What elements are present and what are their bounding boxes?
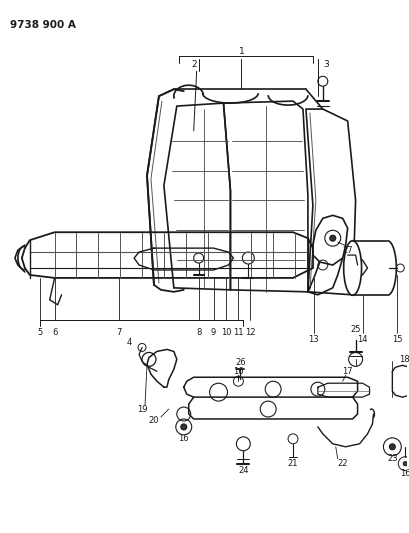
Text: 1: 1 [238, 47, 244, 56]
Text: 14: 14 [356, 335, 367, 344]
Circle shape [389, 444, 394, 450]
Text: 11: 11 [233, 328, 243, 337]
Circle shape [402, 462, 406, 466]
Text: 12: 12 [245, 328, 255, 337]
Text: 23: 23 [386, 454, 397, 463]
Text: 19: 19 [137, 405, 147, 414]
Text: 26: 26 [234, 358, 245, 367]
Text: 16: 16 [232, 367, 243, 376]
Ellipse shape [343, 241, 361, 295]
Circle shape [329, 235, 335, 241]
Text: 25: 25 [350, 325, 360, 334]
Text: 7: 7 [116, 328, 121, 337]
Text: 22: 22 [337, 459, 347, 468]
Text: 2: 2 [191, 60, 196, 69]
Text: 21: 21 [287, 459, 297, 468]
Text: 24: 24 [238, 466, 248, 475]
Text: 17: 17 [342, 367, 352, 376]
Text: 4: 4 [126, 338, 131, 347]
Text: 18: 18 [398, 355, 409, 364]
Circle shape [180, 424, 186, 430]
Text: 9738 900 A: 9738 900 A [10, 20, 76, 30]
Text: 5: 5 [37, 328, 42, 337]
Text: 16: 16 [399, 469, 409, 478]
Text: 20: 20 [148, 416, 159, 425]
Text: 15: 15 [391, 335, 402, 344]
Text: 8: 8 [196, 328, 201, 337]
Text: 6: 6 [52, 328, 57, 337]
Text: 27: 27 [342, 246, 352, 255]
Text: 10: 10 [221, 328, 231, 337]
Text: 9: 9 [210, 328, 216, 337]
Text: 16: 16 [178, 434, 189, 443]
Text: 13: 13 [308, 335, 319, 344]
Text: 3: 3 [322, 60, 328, 69]
